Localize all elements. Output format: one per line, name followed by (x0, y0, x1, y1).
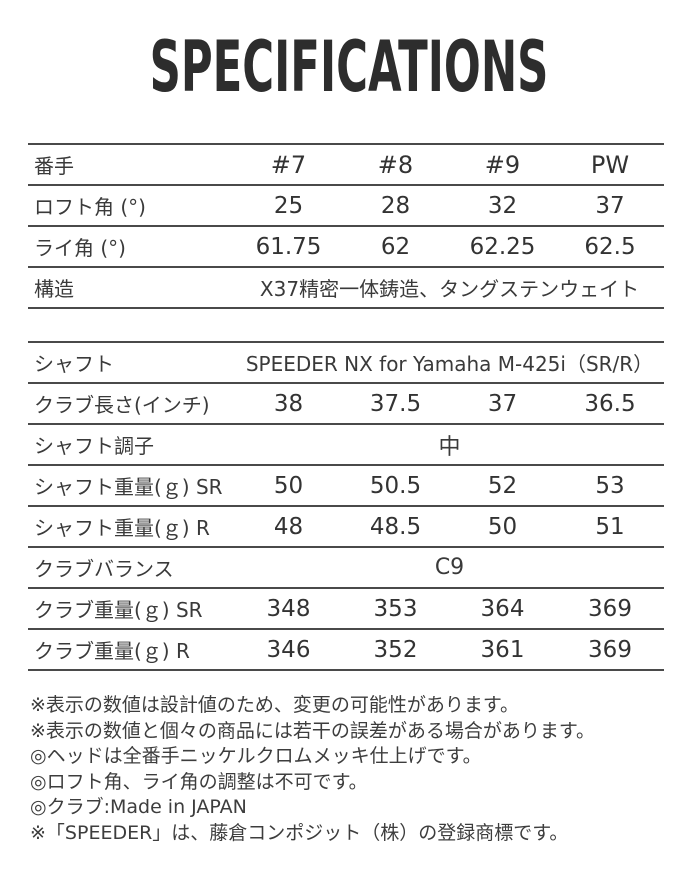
row-label: ライ角 (°) (34, 236, 126, 260)
note-line: ◎ロフト角、ライ角の調整は不可です。 (30, 770, 368, 793)
table-row-construction: 構造 X37精密一体鋳造、タングステンウェイト (28, 267, 664, 308)
spec-value: 361 (480, 636, 525, 663)
spec-tables: 番手 #7 #8 #9 PW ロフト角 (°) 25 28 32 37 ライ角 … (28, 143, 664, 671)
spec-value: 348 (266, 595, 311, 622)
spec-value: 369 (588, 636, 632, 663)
spec-value: 61.75 (255, 233, 322, 260)
table-row-loft: ロフト角 (°) 25 28 32 37 (28, 185, 664, 226)
row-label: クラブ重量(ｇ) SR (34, 598, 203, 622)
note-line: ◎クラブ:Made in JAPAN (30, 796, 247, 818)
spec-value: 50 (487, 513, 518, 540)
spec-value: 28 (380, 192, 411, 219)
spec-value-span: X37精密一体鋳造、タングステンウェイト (259, 277, 640, 301)
shaft-spec-table: シャフト SPEEDER NX for Yamaha M-425i（SR/R） … (28, 341, 664, 671)
spec-value: 37 (487, 390, 518, 417)
spec-value: 62.25 (469, 233, 536, 260)
head-spec-table: 番手 #7 #8 #9 PW ロフト角 (°) 25 28 32 37 ライ角 … (28, 143, 664, 309)
spec-value: 346 (266, 636, 311, 663)
spec-value: 38 (273, 390, 304, 417)
row-label: クラブバランス (34, 557, 174, 581)
spec-value: 48 (273, 513, 304, 540)
table-row-club-weight-sr: クラブ重量(ｇ) SR 348 353 364 369 (28, 588, 664, 629)
table-row-lie: ライ角 (°) 61.75 62 62.25 62.5 (28, 226, 664, 267)
row-label: シャフト重量(ｇ) SR (34, 475, 223, 499)
table-gap (28, 309, 664, 341)
spec-value: 353 (373, 595, 418, 622)
spec-value: 36.5 (584, 390, 636, 417)
spec-value-span: C9 (434, 555, 465, 580)
spec-value: 25 (273, 192, 304, 219)
row-label: ロフト角 (°) (34, 195, 146, 219)
note-line: ◎ヘッドは全番手ニッケルクロムメッキ仕上げです。 (30, 745, 482, 767)
spec-value: 62 (380, 233, 411, 260)
row-label: クラブ長さ(インチ) (34, 393, 210, 417)
row-label: シャフト重量(ｇ) R (34, 516, 210, 540)
table-row-club-weight-r: クラブ重量(ｇ) R 346 352 361 369 (28, 629, 664, 670)
row-label: シャフト (34, 352, 114, 376)
row-label: 構造 (34, 277, 74, 301)
spec-value: 369 (588, 595, 632, 622)
spec-value: 32 (487, 192, 518, 219)
note-line: ※表示の数値と個々の商品には若干の誤差がある場合があります。 (30, 719, 596, 742)
table-row-shaft: シャフト SPEEDER NX for Yamaha M-425i（SR/R） (28, 342, 664, 383)
table-row-shaft-flex-point: シャフト調子 中 (28, 424, 664, 465)
spec-value: 50 (273, 472, 304, 499)
spec-value-span: 中 (438, 434, 461, 460)
note-line: ※表示の数値は設計値のため、変更の可能性があります。 (30, 694, 520, 716)
spec-value: 37.5 (369, 390, 422, 417)
table-row-shaft-weight-sr: シャフト重量(ｇ) SR 50 50.5 52 53 (28, 465, 664, 506)
column-header: #7 (270, 150, 307, 179)
footnotes: ※表示の数値は設計値のため、変更の可能性があります。 ※表示の数値と個々の商品に… (30, 693, 678, 846)
spec-value: 53 (595, 472, 625, 499)
column-header: #8 (377, 150, 414, 179)
spec-value: 352 (373, 636, 418, 663)
note-line: ※「SPEEDER」は、藤倉コンポジット（株）の登録商標です。 (30, 821, 569, 844)
page-title: SPECIFICATIONS (149, 26, 549, 108)
table-row-shaft-weight-r: シャフト重量(ｇ) R 48 48.5 50 51 (28, 506, 664, 547)
spec-value-span: SPEEDER NX for Yamaha M-425i（SR/R） (245, 352, 654, 376)
column-header: PW (590, 150, 630, 179)
spec-value: 48.5 (369, 513, 422, 540)
row-label: 番手 (34, 154, 74, 178)
table-row-club-number: 番手 #7 #8 #9 PW (28, 144, 664, 185)
spec-value: 52 (487, 472, 518, 499)
table-row-club-balance: クラブバランス C9 (28, 547, 664, 588)
spec-value: 364 (480, 595, 525, 622)
row-label: シャフト調子 (34, 434, 154, 458)
column-header: #9 (484, 150, 521, 179)
spec-value: 37 (595, 192, 625, 219)
spec-value: 50.5 (369, 472, 422, 499)
row-label: クラブ重量(ｇ) R (34, 639, 190, 663)
table-row-club-length: クラブ長さ(インチ) 38 37.5 37 36.5 (28, 383, 664, 424)
spec-value: 51 (595, 513, 625, 540)
spec-value: 62.5 (584, 233, 636, 260)
